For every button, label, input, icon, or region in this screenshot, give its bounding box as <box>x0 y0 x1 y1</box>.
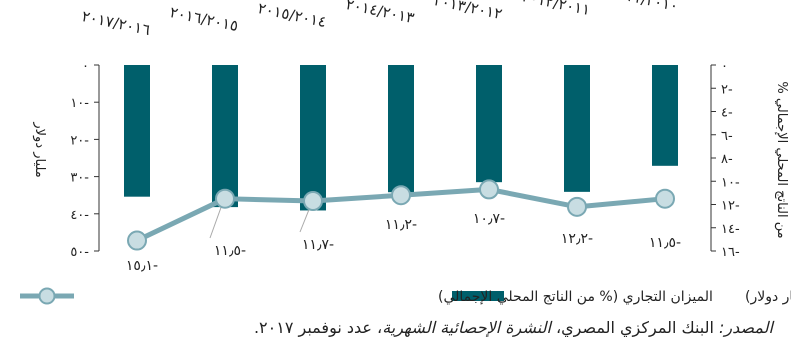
category-label: ٢٠١١/٢٠١٠ <box>608 0 680 15</box>
source-lead: المصدر: <box>719 318 773 337</box>
category-label: ٢٠١٣/٢٠١٢ <box>432 0 504 23</box>
data-label: ١٥٫١- <box>126 258 158 274</box>
legend-line-label: الميزان التجاري (% من الناتج المحلي الإج… <box>438 289 713 305</box>
line-marker <box>479 179 499 200</box>
right-tick-label: ٠ <box>721 59 728 74</box>
line-marker <box>567 196 587 217</box>
right-tick-label: ١٠- <box>721 175 740 190</box>
right-tick-label: ٦- <box>721 129 733 144</box>
category-label: ٢٠١٧/٢٠١٦ <box>80 7 152 39</box>
label-leader <box>299 206 311 233</box>
right-axis: ٠ ٢- ٤- ٦- ٨- ١٠- ١٢- ١٤- ١٦- <box>710 59 740 260</box>
bar-series <box>124 65 678 211</box>
right-tick-label: ١٢- <box>721 199 740 214</box>
right-tick-label: ١٤- <box>721 222 740 237</box>
source-note: المصدر: البنك المركزي المصري، النشرة الإ… <box>33 318 773 337</box>
category-label: ٢٠١٦/٢٠١٥ <box>168 3 240 35</box>
line-marker <box>391 185 411 206</box>
left-tick-label: ٠ <box>82 59 89 74</box>
data-label: ١١٫٥- <box>649 235 681 251</box>
line-marker <box>303 191 323 212</box>
legend-bar-swatch <box>452 291 504 301</box>
left-tick-label: ١٠- <box>70 96 89 111</box>
right-tick-label: ٤- <box>721 106 733 121</box>
bar <box>564 65 590 192</box>
data-label: ١٠٫٧- <box>473 211 505 227</box>
line-marker <box>127 230 147 251</box>
right-axis-title: % من الناتج المحلي الإجمالي <box>774 81 789 238</box>
label-leader <box>209 204 223 239</box>
left-tick-label: ٤٠- <box>70 208 89 223</box>
right-tick-label: ٨- <box>721 152 733 167</box>
category-label: ٢٠١٢/٢٠١١ <box>520 0 592 19</box>
bar <box>388 65 414 193</box>
trade-balance-chart: ٢٠١١/٢٠١٠ ٢٠١٢/٢٠١١ ٢٠١٣/٢٠١٢ ٢٠١٤/٢٠١٣ ٢٠١٥… <box>20 0 791 305</box>
left-tick-label: ٣٠- <box>70 171 89 186</box>
legend-line-marker <box>38 287 56 305</box>
legend-bar-label: الميزان التجاري (مليار دولار) <box>745 289 791 305</box>
category-label: ٢٠١٤/٢٠١٣ <box>344 0 416 27</box>
data-label: ١١٫٥- <box>214 243 246 259</box>
category-labels: ٢٠١١/٢٠١٠ ٢٠١٢/٢٠١١ ٢٠١٣/٢٠١٢ ٢٠١٤/٢٠١٣ ٢٠١٥… <box>80 0 680 39</box>
bar <box>212 65 238 208</box>
category-label: ٢٠١٥/٢٠١٤ <box>256 0 328 31</box>
source-text-1: البنك المركزي المصري، <box>550 318 720 337</box>
data-label: ١١٫٧- <box>302 237 334 253</box>
right-tick-label: ١٦- <box>721 245 740 260</box>
bar <box>652 65 678 166</box>
left-axis: ٠ ١٠- ٢٠- ٣٠- ٤٠- ٥٠- <box>70 59 100 260</box>
source-publication: النشرة الإحصائية الشهرية <box>382 318 551 337</box>
line-series: ١١٫٥- ١٢٫٢- ١٠٫٧- ١١٫٢- ١١٫٧- ١١٫٥- ١٥٫١- <box>126 179 681 274</box>
bar <box>124 65 150 197</box>
data-label: ١٢٫٢- <box>561 231 593 247</box>
line-marker <box>215 188 235 209</box>
bar <box>476 65 502 183</box>
bar <box>300 65 326 211</box>
line-marker <box>655 188 675 209</box>
right-tick-label: ٢- <box>721 82 733 97</box>
left-axis-title: مليار دولار <box>32 121 47 177</box>
data-label: ١١٫٢- <box>385 217 417 233</box>
left-tick-label: ٥٠- <box>70 245 89 260</box>
source-text-2: ، عدد نوفمبر ٢٠١٧. <box>253 318 383 337</box>
left-tick-label: ٢٠- <box>70 133 89 148</box>
legend: الميزان التجاري (مليار دولار) الميزان ال… <box>20 287 791 305</box>
